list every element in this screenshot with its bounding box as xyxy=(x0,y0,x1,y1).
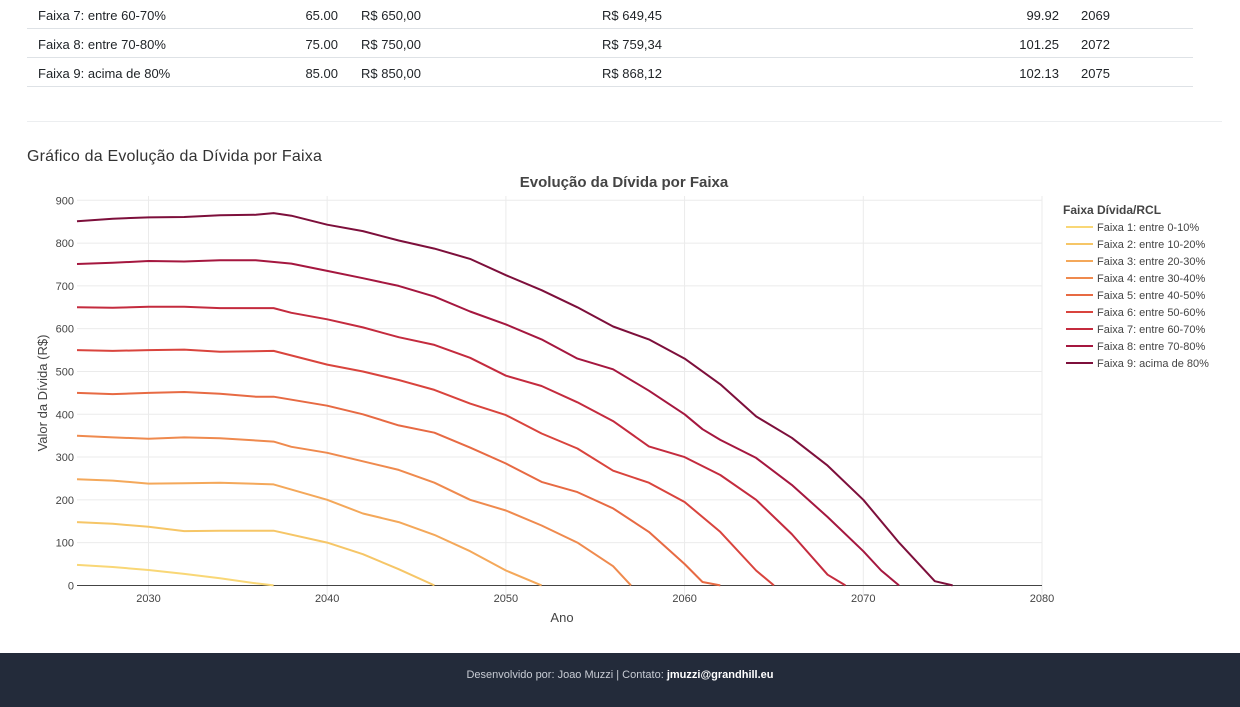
legend-item-faixa-1[interactable]: Faixa 1: entre 0-10% xyxy=(1066,222,1199,234)
series-line-faixa-9[interactable] xyxy=(76,212,953,587)
legend-item-faixa-3[interactable]: Faixa 3: entre 20-30% xyxy=(1066,256,1205,268)
series-line-faixa-3[interactable] xyxy=(76,478,542,587)
y-tick-label: 600 xyxy=(56,324,74,336)
y-tick-label: 400 xyxy=(56,409,74,421)
series-line-faixa-5[interactable] xyxy=(76,391,721,587)
legend-title: Faixa Dívida/RCL xyxy=(1063,203,1161,217)
x-axis-label: Ano xyxy=(550,610,573,625)
cell-ratio: 102.13 xyxy=(1019,66,1059,81)
y-axis-label: Valor da Dívida (R$) xyxy=(35,335,50,452)
cell-ano: 2069 xyxy=(1081,8,1110,23)
axes: 0 100 200 300 400 500 600 700 800 900 2030 2040 2050… xyxy=(56,195,1055,605)
x-tick-label: 2080 xyxy=(1030,593,1054,605)
series-line-faixa-1[interactable] xyxy=(76,563,274,587)
cell-faixa: Faixa 9: acima de 80% xyxy=(38,66,171,81)
legend-label: Faixa 5: entre 40-50% xyxy=(1097,290,1205,302)
cell-valor: R$ 850,00 xyxy=(361,66,421,81)
y-tick-label: 500 xyxy=(56,366,74,378)
cell-valor2: R$ 868,12 xyxy=(602,66,662,81)
x-tick-label: 2070 xyxy=(851,593,875,605)
series-line-faixa-6[interactable] xyxy=(76,348,775,587)
cell-valor2: R$ 759,34 xyxy=(602,37,662,52)
legend[interactable]: Faixa Dívida/RCL Faixa 1: entre 0-10% Fai… xyxy=(1063,203,1209,370)
cell-ano: 2075 xyxy=(1081,66,1110,81)
legend-item-faixa-9[interactable]: Faixa 9: acima de 80% xyxy=(1066,358,1209,370)
series-line-faixa-8[interactable] xyxy=(76,259,900,587)
series-line-faixa-7[interactable] xyxy=(76,305,846,587)
cell-pct: 75.00 xyxy=(305,37,338,52)
section-divider xyxy=(27,121,1222,122)
cell-valor: R$ 750,00 xyxy=(361,37,421,52)
x-tick-label: 2050 xyxy=(494,593,518,605)
grid xyxy=(77,196,1043,596)
legend-label: Faixa 3: entre 20-30% xyxy=(1097,256,1205,268)
y-tick-label: 100 xyxy=(56,538,74,550)
table-row: Faixa 8: entre 70-80% 75.00 R$ 750,00 R$… xyxy=(27,29,1193,58)
legend-item-faixa-7[interactable]: Faixa 7: entre 60-70% xyxy=(1066,324,1205,336)
table-row: Faixa 9: acima de 80% 85.00 R$ 850,00 R$… xyxy=(27,58,1193,87)
cell-faixa: Faixa 7: entre 60-70% xyxy=(38,8,166,23)
legend-label: Faixa 4: entre 30-40% xyxy=(1097,273,1205,285)
x-tick-label: 2060 xyxy=(672,593,696,605)
y-tick-label: 300 xyxy=(56,452,74,464)
legend-label: Faixa 1: entre 0-10% xyxy=(1097,222,1199,234)
legend-item-faixa-2[interactable]: Faixa 2: entre 10-20% xyxy=(1066,239,1205,251)
legend-item-faixa-4[interactable]: Faixa 4: entre 30-40% xyxy=(1066,273,1205,285)
y-tick-label: 800 xyxy=(56,238,74,250)
contact-email-link[interactable]: jmuzzi@grandhill.eu xyxy=(666,669,774,681)
results-table: Faixa 7: entre 60-70% 65.00 R$ 650,00 R$… xyxy=(27,0,1193,87)
table-row: Faixa 7: entre 60-70% 65.00 R$ 650,00 R$… xyxy=(27,0,1193,29)
legend-label: Faixa 8: entre 70-80% xyxy=(1097,341,1205,353)
legend-label: Faixa 2: entre 10-20% xyxy=(1097,239,1205,251)
legend-item-faixa-6[interactable]: Faixa 6: entre 50-60% xyxy=(1066,307,1205,319)
y-tick-label: 700 xyxy=(56,281,74,293)
cell-pct: 85.00 xyxy=(305,66,338,81)
cell-ano: 2072 xyxy=(1081,37,1110,52)
legend-item-faixa-8[interactable]: Faixa 8: entre 70-80% xyxy=(1066,341,1205,353)
chart-title: Evolução da Dívida por Faixa xyxy=(520,174,729,191)
footer: Desenvolvido por: Joao Muzzi | Contato: … xyxy=(0,653,1240,707)
legend-item-faixa-5[interactable]: Faixa 5: entre 40-50% xyxy=(1066,290,1205,302)
series-lines xyxy=(76,212,953,587)
debt-evolution-chart[interactable]: Evolução da Dívida por Faixa 0 100 200 300 4… xyxy=(0,165,1240,645)
cell-ratio: 99.92 xyxy=(1026,8,1059,23)
section-title: Gráfico da Evolução da Dívida por Faixa xyxy=(27,148,323,165)
x-tick-label: 2030 xyxy=(136,593,160,605)
series-line-faixa-2[interactable] xyxy=(76,521,435,587)
cell-faixa: Faixa 8: entre 70-80% xyxy=(38,37,166,52)
legend-label: Faixa 7: entre 60-70% xyxy=(1097,324,1205,336)
cell-ratio: 101.25 xyxy=(1019,37,1059,52)
cell-valor2: R$ 649,45 xyxy=(602,8,662,23)
footer-text: Desenvolvido por: Joao Muzzi | Contato: xyxy=(466,669,667,681)
cell-pct: 65.00 xyxy=(305,8,338,23)
x-tick-label: 2040 xyxy=(315,593,339,605)
legend-label: Faixa 6: entre 50-60% xyxy=(1097,307,1205,319)
series-line-faixa-4[interactable] xyxy=(76,434,632,587)
y-tick-label: 200 xyxy=(56,495,74,507)
y-tick-label: 0 xyxy=(68,580,74,592)
legend-label: Faixa 9: acima de 80% xyxy=(1097,358,1209,370)
y-tick-label: 900 xyxy=(56,195,74,207)
cell-valor: R$ 650,00 xyxy=(361,8,421,23)
